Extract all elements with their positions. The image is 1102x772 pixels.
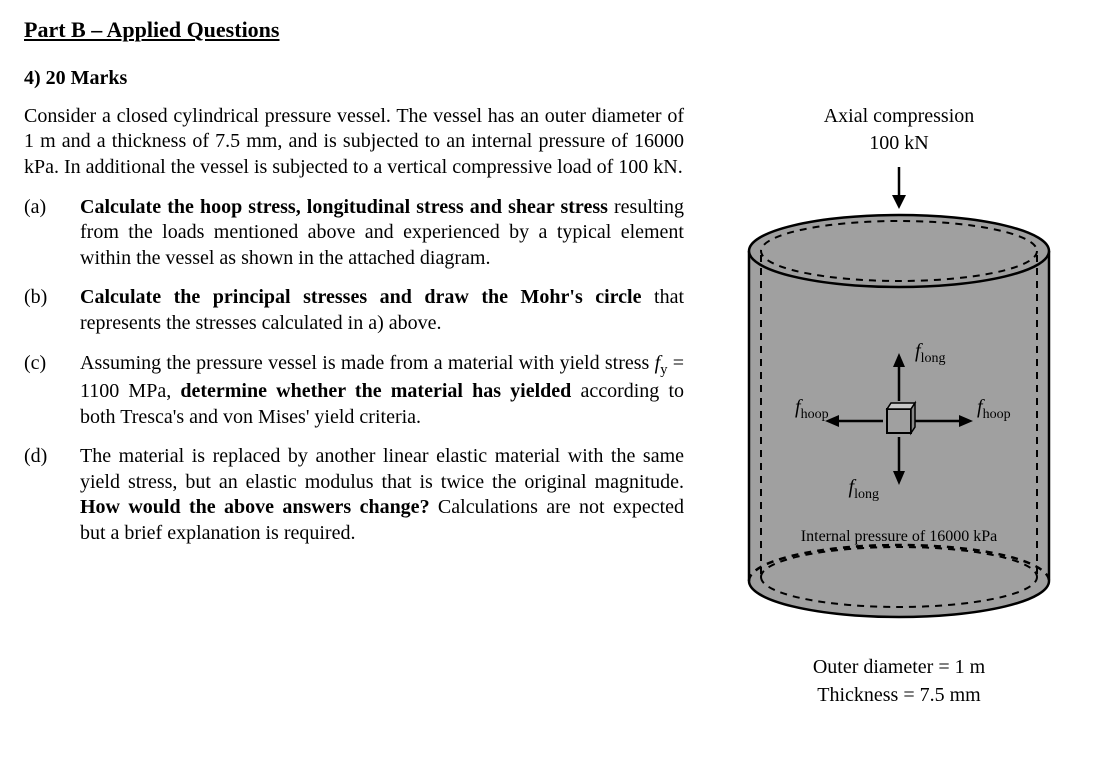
fhoop-r-sub: hoop (983, 407, 1011, 422)
part-c-bold: determine whether the material has yield… (180, 380, 571, 402)
outer-diameter-caption: Outer diameter = 1 m (813, 655, 985, 681)
intro-paragraph: Consider a closed cylindrical pressure v… (24, 104, 684, 181)
part-label: (a) (24, 195, 80, 272)
part-a-lead: Calculate the hoop stress, longitudinal … (80, 196, 608, 218)
part-body: Calculate the hoop stress, longitudinal … (80, 195, 684, 272)
flong2-sub: long (854, 487, 879, 502)
fhoop-l-sub: hoop (801, 407, 829, 422)
part-a: (a) Calculate the hoop stress, longitudi… (24, 195, 684, 272)
part-b-lead: Calculate the principal stresses and dra… (80, 286, 642, 308)
thickness-caption: Thickness = 7.5 mm (817, 683, 981, 709)
cylinder-diagram: flong flong fhoop fhoop Internal pressur… (729, 161, 1069, 641)
part-c: (c) Assuming the pressure vessel is made… (24, 351, 684, 431)
part-d-pre: The material is replaced by another line… (80, 445, 684, 493)
flong-sub: long (921, 351, 946, 366)
content-columns: Consider a closed cylindrical pressure v… (24, 104, 1078, 708)
part-b: (b) Calculate the principal stresses and… (24, 285, 684, 336)
part-body: Assuming the pressure vessel is made fro… (80, 351, 684, 431)
part-d-bold: How would the above answers change? (80, 496, 430, 518)
section-header: Part B – Applied Questions (24, 16, 1078, 44)
part-c-pre: Assuming the pressure vessel is made fro… (80, 352, 655, 374)
part-label: (c) (24, 351, 80, 431)
part-label: (b) (24, 285, 80, 336)
axial-value: 100 kN (869, 131, 928, 157)
axial-label: Axial compression (824, 104, 975, 130)
figure-column: Axial compression 100 kN (720, 104, 1078, 708)
part-body: Calculate the principal stresses and dra… (80, 285, 684, 336)
part-label: (d) (24, 444, 80, 546)
text-column: Consider a closed cylindrical pressure v… (24, 104, 684, 708)
part-body: The material is replaced by another line… (80, 444, 684, 546)
figure-wrapper: flong flong fhoop fhoop Internal pressur… (729, 161, 1069, 641)
question-number: 4) 20 Marks (24, 66, 1078, 92)
part-d: (d) The material is replaced by another … (24, 444, 684, 546)
internal-pressure-label: Internal pressure of 16000 kPa (801, 528, 997, 545)
